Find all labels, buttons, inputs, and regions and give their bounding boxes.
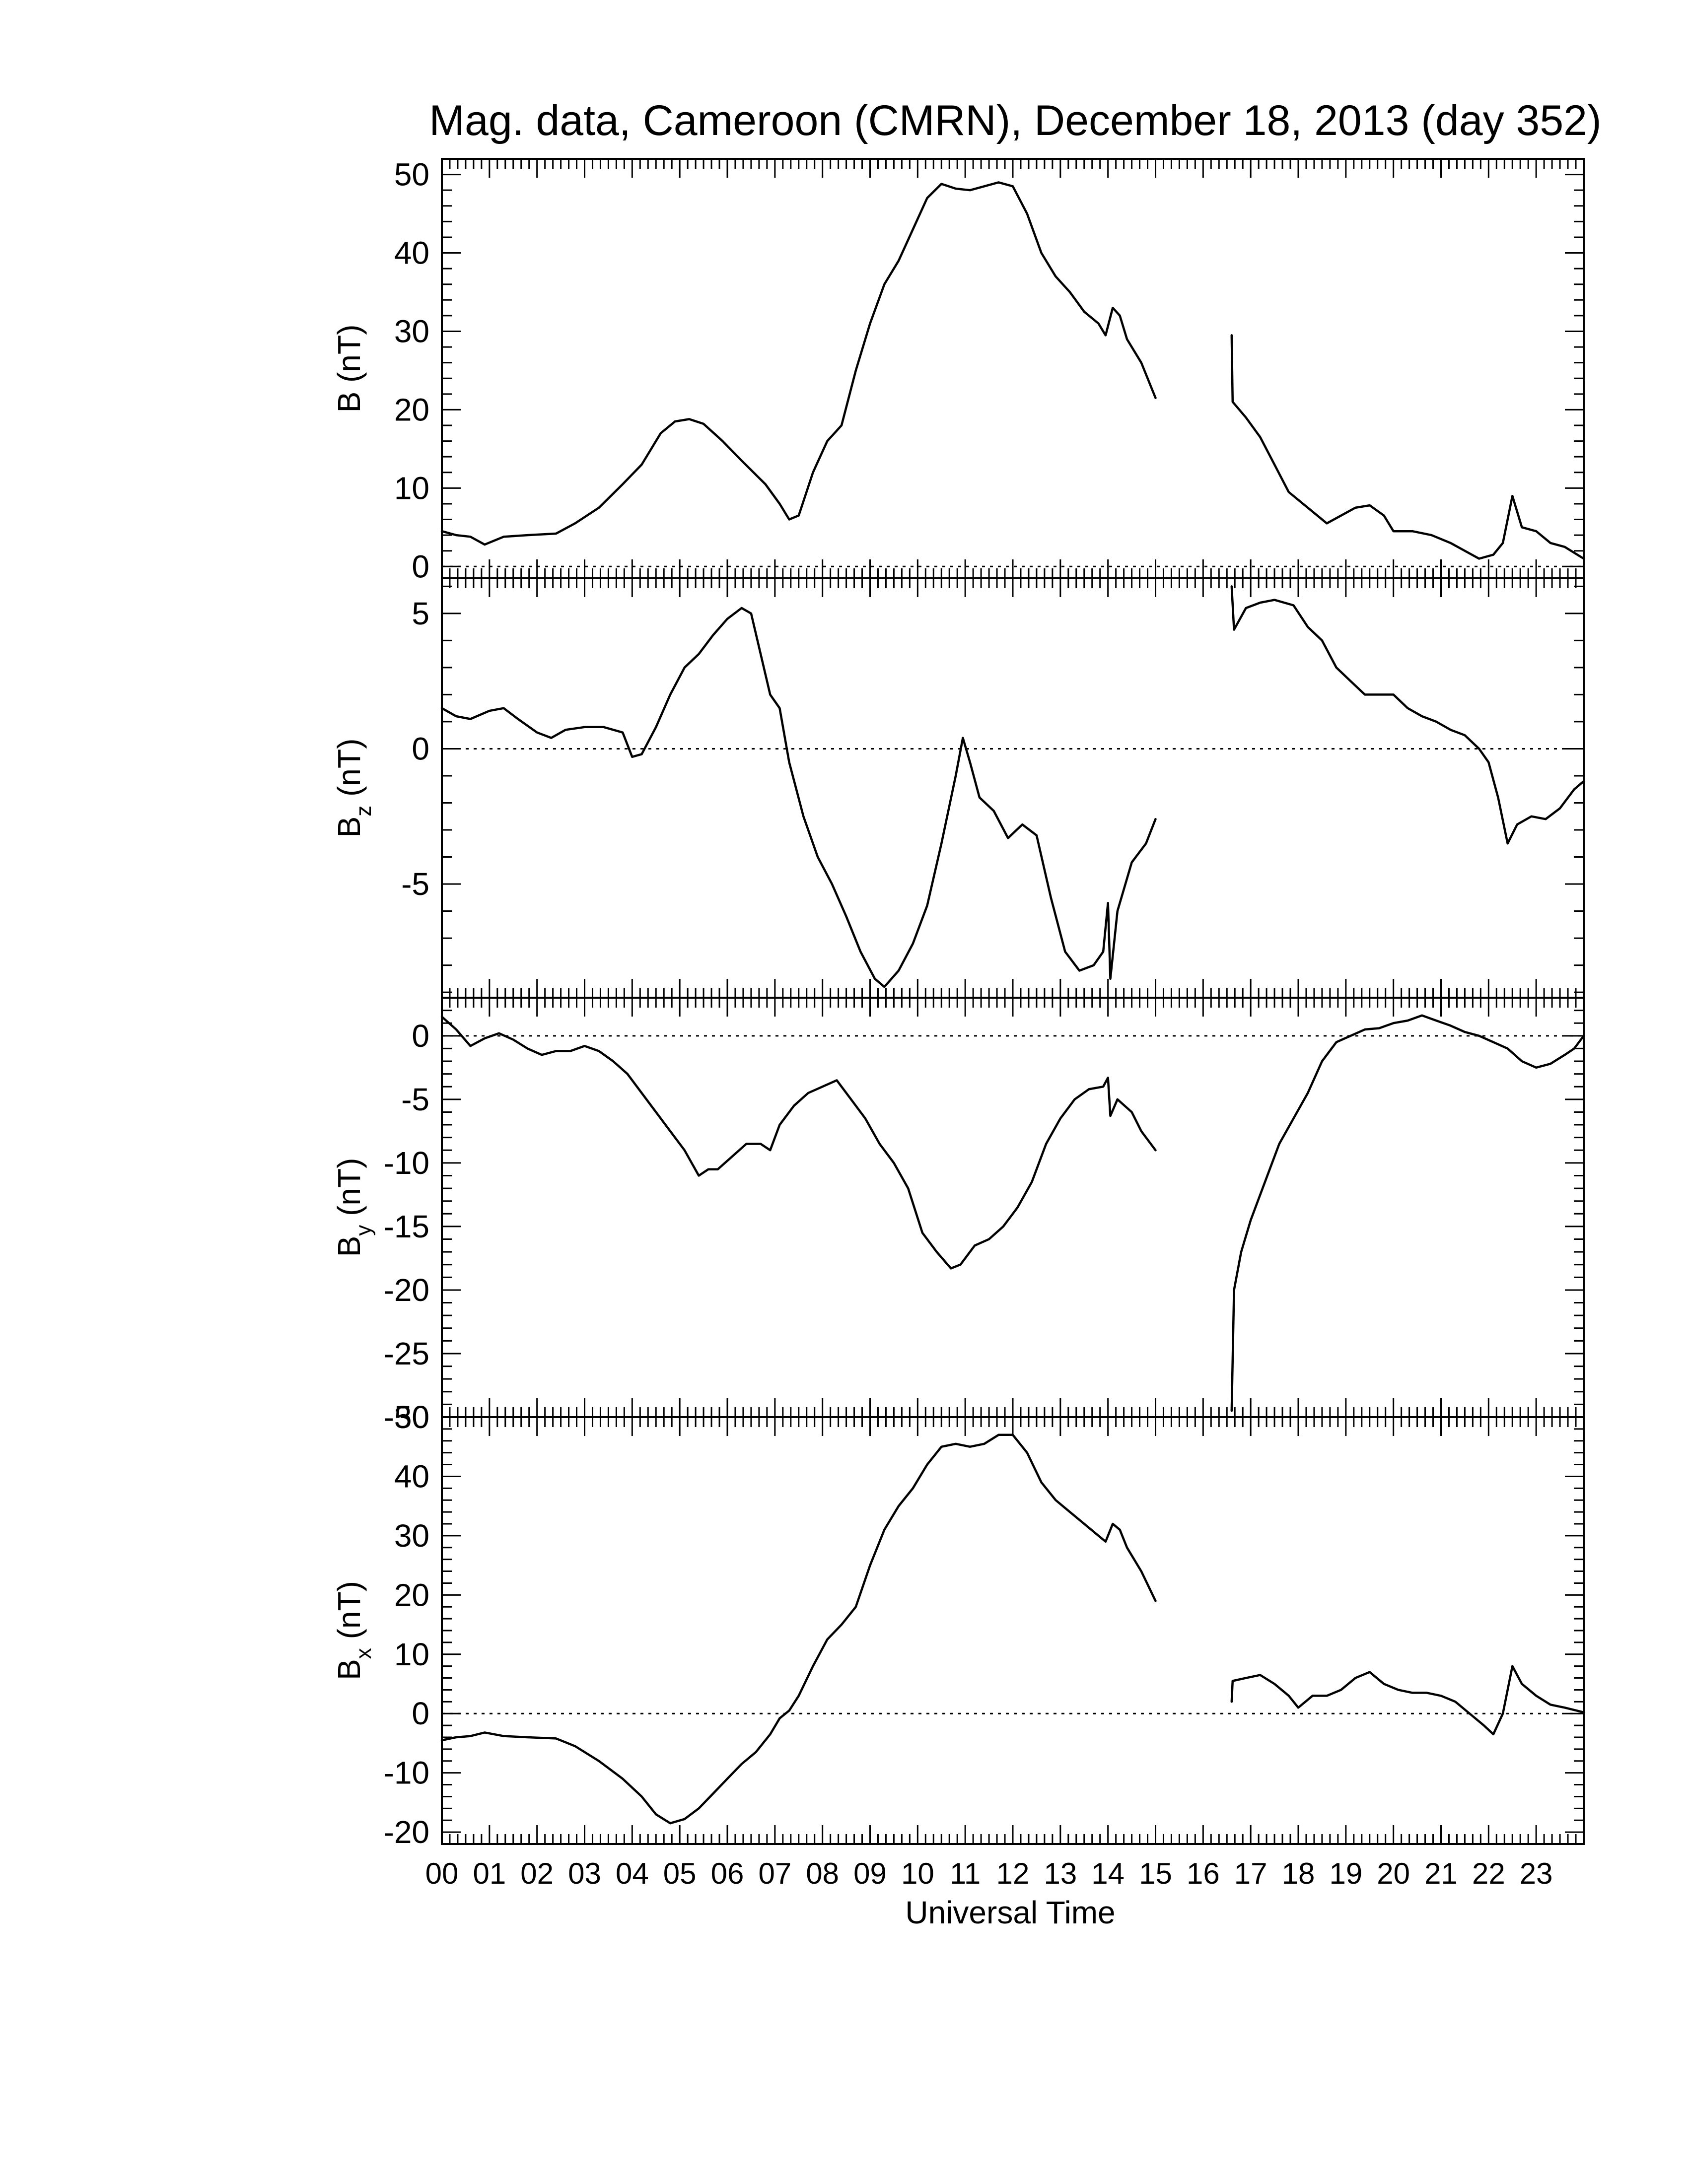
x-tick-label: 06 (711, 1857, 744, 1890)
x-tick-label: 04 (616, 1857, 649, 1890)
y-tick-label: -10 (384, 1145, 430, 1181)
y-tick-label: 40 (394, 1458, 429, 1494)
x-tick-label: 08 (806, 1857, 839, 1890)
series-line-by-segment-2 (1230, 1014, 1585, 1412)
series-line-bx-segment-2 (1230, 1665, 1585, 1736)
panel-bz: -5 0 5 Bz (nT) (331, 577, 1585, 999)
series-line-bx-segment-1 (440, 1433, 1157, 1825)
x-tick-label: 00 (425, 1857, 459, 1890)
x-tick-label: 09 (853, 1857, 887, 1890)
x-tick-label: 02 (520, 1857, 554, 1890)
x-tick-label: 21 (1424, 1857, 1458, 1890)
x-tick-label: 01 (473, 1857, 506, 1890)
x-tick-label: 18 (1282, 1857, 1315, 1890)
x-axis-label: Universal Time (905, 1895, 1115, 1930)
y-tick-label: 30 (394, 1518, 429, 1554)
y-tick-label: 40 (394, 235, 429, 271)
panel-frame (441, 1416, 1585, 1845)
series-line-by-segment-1 (440, 1016, 1157, 1270)
y-tick-label: -10 (384, 1755, 430, 1791)
y-tick-label: -5 (401, 866, 429, 902)
panels-group: 0 10 20 30 40 50 B (nT) -5 0 5 Bz (nT) -30 -25 -20 -15… (331, 157, 1585, 1850)
series-line-bz-segment-2 (1230, 585, 1585, 845)
y-tick-label: 50 (394, 1399, 429, 1435)
y-tick-label: -20 (384, 1272, 430, 1308)
y-tick-label: 0 (412, 548, 429, 584)
y-tick-label: -30 (384, 1399, 430, 1435)
panel-frame (441, 158, 1585, 579)
x-tick-label: 03 (568, 1857, 601, 1890)
x-tick-label: 19 (1329, 1857, 1362, 1890)
y-axis-label: B (nT) (331, 325, 367, 413)
y-tick-label: 10 (394, 1637, 429, 1672)
y-axis-label: By (nT) (331, 1158, 376, 1257)
x-tick-label: 15 (1139, 1857, 1172, 1890)
series-line-bz-segment-1 (440, 607, 1157, 988)
y-tick-label: 20 (394, 1577, 429, 1613)
y-tick-label: 0 (412, 1696, 429, 1731)
x-tick-label: 10 (901, 1857, 934, 1890)
y-tick-label: 20 (394, 392, 429, 427)
chart-title: Mag. data, Cameroon (CMRN), December 18,… (429, 97, 1601, 144)
x-tick-label: 07 (758, 1857, 791, 1890)
series-line-b-segment-1 (440, 181, 1157, 546)
y-tick-label: -25 (384, 1336, 430, 1371)
x-tick-label: 22 (1472, 1857, 1505, 1890)
y-axis-label: Bx (nT) (331, 1581, 376, 1680)
x-tick-label: 23 (1520, 1857, 1553, 1890)
y-axis-label: Bz (nT) (331, 739, 376, 838)
panel-frame (441, 577, 1585, 999)
x-tick-label: 05 (663, 1857, 697, 1890)
x-tick-label: 12 (996, 1857, 1030, 1890)
x-tick-label: 20 (1377, 1857, 1410, 1890)
y-tick-label: 10 (394, 470, 429, 506)
x-tick-label: 13 (1044, 1857, 1077, 1890)
y-tick-label: -5 (401, 1082, 429, 1117)
y-tick-label: 0 (412, 1018, 429, 1054)
y-tick-label: -20 (384, 1814, 430, 1850)
y-tick-label: -15 (384, 1209, 430, 1244)
y-tick-label: 30 (394, 313, 429, 349)
y-tick-label: 50 (394, 157, 429, 193)
series-line-b-segment-2 (1230, 334, 1585, 560)
y-tick-label: 0 (412, 731, 429, 766)
panel-by: -30 -25 -20 -15 -10 -5 0 By (nT) (331, 997, 1585, 1435)
x-axis: 00 01 02 03 04 05 06 07 08 09 10 11 12 13 14 15 16 17 18 19… (425, 1857, 1553, 1890)
x-tick-label: 14 (1091, 1857, 1125, 1890)
x-tick-label: 11 (950, 1857, 981, 1890)
x-tick-label: 16 (1187, 1857, 1220, 1890)
y-tick-label: 5 (412, 596, 429, 631)
panel-bx: -20 -10 0 10 20 30 40 50 Bx (nT) (331, 1399, 1585, 1850)
x-tick-label: 17 (1234, 1857, 1267, 1890)
panel-b: 0 10 20 30 40 50 B (nT) (331, 157, 1585, 584)
